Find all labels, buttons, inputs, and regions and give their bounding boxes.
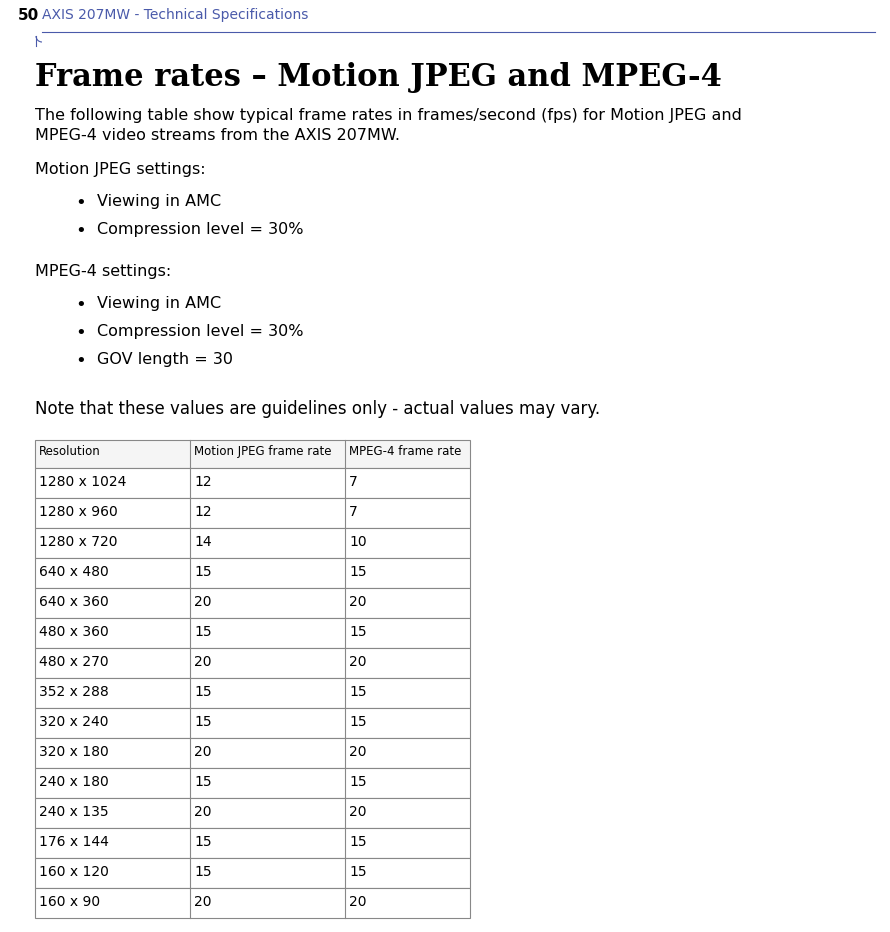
Text: 20: 20: [194, 805, 212, 819]
Text: 160 x 90: 160 x 90: [39, 895, 101, 909]
Text: 7: 7: [349, 475, 358, 489]
Bar: [35, 558, 470, 588]
Text: 20: 20: [349, 745, 367, 759]
Text: 50: 50: [18, 8, 39, 23]
Bar: [35, 588, 470, 618]
Bar: [35, 468, 470, 498]
Text: 20: 20: [349, 895, 367, 909]
Text: 15: 15: [349, 835, 367, 849]
Text: 176 x 144: 176 x 144: [39, 835, 109, 849]
Text: MPEG-4 frame rate: MPEG-4 frame rate: [349, 445, 461, 458]
Bar: [35, 678, 470, 708]
Text: 15: 15: [349, 865, 367, 879]
Text: 1280 x 1024: 1280 x 1024: [39, 475, 126, 489]
Text: 15: 15: [349, 775, 367, 789]
Text: 7: 7: [349, 505, 358, 519]
Text: AXIS 207MW - Technical Specifications: AXIS 207MW - Technical Specifications: [42, 8, 308, 22]
Text: 240 x 135: 240 x 135: [39, 805, 109, 819]
Text: 320 x 240: 320 x 240: [39, 715, 109, 729]
Bar: [35, 888, 470, 918]
Text: Compression level = 30%: Compression level = 30%: [97, 324, 303, 339]
Text: 1280 x 720: 1280 x 720: [39, 535, 117, 549]
Text: 20: 20: [194, 655, 212, 669]
Text: 480 x 360: 480 x 360: [39, 625, 109, 639]
Bar: [35, 648, 470, 678]
Text: 20: 20: [194, 595, 212, 609]
Bar: [35, 858, 470, 888]
Text: 14: 14: [194, 535, 212, 549]
Text: •: •: [75, 324, 85, 342]
Bar: [35, 768, 470, 798]
Text: 320 x 180: 320 x 180: [39, 745, 109, 759]
Text: Viewing in AMC: Viewing in AMC: [97, 296, 221, 311]
Text: MPEG-4 video streams from the AXIS 207MW.: MPEG-4 video streams from the AXIS 207MW…: [35, 128, 400, 143]
Text: 15: 15: [349, 715, 367, 729]
Text: 160 x 120: 160 x 120: [39, 865, 109, 879]
Text: 15: 15: [194, 715, 212, 729]
Text: Resolution: Resolution: [39, 445, 101, 458]
Text: Frame rates – Motion JPEG and MPEG-4: Frame rates – Motion JPEG and MPEG-4: [35, 62, 722, 93]
Text: 15: 15: [194, 565, 212, 579]
Text: 20: 20: [349, 655, 367, 669]
Text: 15: 15: [349, 625, 367, 639]
Bar: [35, 798, 470, 828]
Text: 12: 12: [194, 505, 212, 519]
Text: 640 x 360: 640 x 360: [39, 595, 109, 609]
Text: 10: 10: [349, 535, 367, 549]
Text: 15: 15: [349, 565, 367, 579]
Text: Motion JPEG frame rate: Motion JPEG frame rate: [194, 445, 331, 458]
Text: Viewing in AMC: Viewing in AMC: [97, 194, 221, 209]
Bar: [35, 528, 470, 558]
Text: 15: 15: [194, 865, 212, 879]
Text: •: •: [75, 296, 85, 314]
Text: 20: 20: [194, 895, 212, 909]
Text: 240 x 180: 240 x 180: [39, 775, 109, 789]
Bar: [35, 708, 470, 738]
Text: 352 x 288: 352 x 288: [39, 685, 109, 699]
Bar: [35, 440, 470, 468]
Bar: [35, 828, 470, 858]
Text: Compression level = 30%: Compression level = 30%: [97, 222, 303, 237]
Text: 12: 12: [194, 475, 212, 489]
Text: •: •: [75, 352, 85, 370]
Text: Motion JPEG settings:: Motion JPEG settings:: [35, 162, 206, 177]
Text: 15: 15: [194, 625, 212, 639]
Text: 480 x 270: 480 x 270: [39, 655, 109, 669]
Bar: [35, 738, 470, 768]
Bar: [35, 618, 470, 648]
Bar: [35, 498, 470, 528]
Text: 20: 20: [194, 745, 212, 759]
Text: 1280 x 960: 1280 x 960: [39, 505, 117, 519]
Text: 20: 20: [349, 595, 367, 609]
Text: 15: 15: [194, 775, 212, 789]
Text: 15: 15: [349, 685, 367, 699]
Text: MPEG-4 settings:: MPEG-4 settings:: [35, 264, 171, 279]
Text: •: •: [75, 222, 85, 240]
Text: 15: 15: [194, 685, 212, 699]
Text: 640 x 480: 640 x 480: [39, 565, 109, 579]
Text: The following table show typical frame rates in frames/second (fps) for Motion J: The following table show typical frame r…: [35, 108, 742, 123]
Text: •: •: [75, 194, 85, 212]
Text: GOV length = 30: GOV length = 30: [97, 352, 233, 367]
Text: 20: 20: [349, 805, 367, 819]
Text: Note that these values are guidelines only - actual values may vary.: Note that these values are guidelines on…: [35, 400, 600, 418]
Text: 15: 15: [194, 835, 212, 849]
